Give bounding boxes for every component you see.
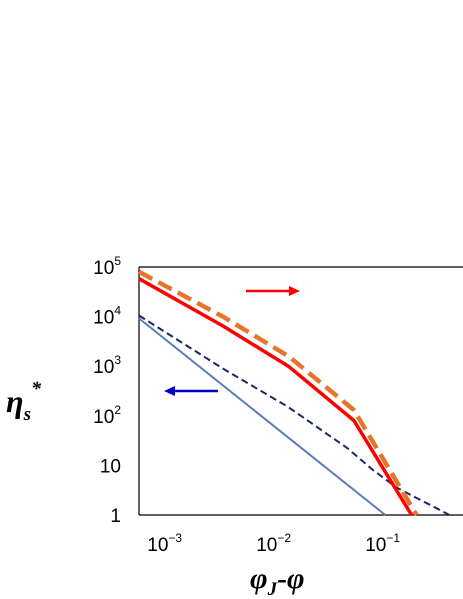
y-tick-base: 10 <box>93 258 114 279</box>
x-tick-exponent: −3 <box>168 531 182 545</box>
x-tick-exponent: −1 <box>386 531 400 545</box>
x-axis-label-main: φ <box>250 562 268 595</box>
series-group <box>137 269 450 517</box>
y-tick-exponent: 4 <box>114 304 121 318</box>
x-tick-exponent: −2 <box>277 531 291 545</box>
x-axis-label: φJ-φ <box>250 562 305 599</box>
y-axis-label-superscript: * <box>31 378 42 400</box>
x-tick-label: 10−1 <box>365 531 400 556</box>
arrows-group <box>164 286 300 396</box>
y-tick-base: 1 <box>110 506 121 527</box>
y-tick-label: 10 <box>100 456 121 477</box>
y-tick-label: 1 <box>110 506 121 527</box>
y-tick-base: 10 <box>93 308 114 329</box>
y-tick-label: 104 <box>93 304 121 329</box>
series-line-1 <box>138 317 386 516</box>
y-tick-label: 103 <box>93 353 121 378</box>
y-tick-exponent: 5 <box>114 254 121 268</box>
arrow-left <box>164 386 218 396</box>
y-axis-label-main: η <box>6 383 24 419</box>
y-tick-base: 10 <box>93 407 114 428</box>
series-line-2 <box>138 314 450 516</box>
x-axis-label-suffix: -φ <box>277 562 305 595</box>
y-tick-base: 10 <box>93 357 114 378</box>
y-axis-label: ηs* <box>6 378 42 425</box>
arrow-right <box>246 286 300 296</box>
y-tick-base: 10 <box>100 456 121 477</box>
x-tick-label: 10−3 <box>147 531 182 556</box>
x-axis-label-subscript: J <box>267 579 278 599</box>
series-line-4 <box>137 269 419 517</box>
y-tick-label: 102 <box>93 403 121 428</box>
y-axis-label-subscript: s <box>23 404 31 425</box>
x-tick-labels: 10−3 10−2 10−1 <box>147 531 400 556</box>
plot-frame <box>138 266 463 516</box>
y-tick-exponent: 3 <box>114 353 121 367</box>
y-tick-label: 105 <box>93 254 121 279</box>
series-line-3 <box>138 277 414 516</box>
x-tick-label: 10−2 <box>256 531 291 556</box>
x-tick-base: 10 <box>365 535 386 556</box>
x-tick-base: 10 <box>147 535 168 556</box>
x-tick-base: 10 <box>256 535 277 556</box>
y-tick-exponent: 2 <box>114 403 121 417</box>
